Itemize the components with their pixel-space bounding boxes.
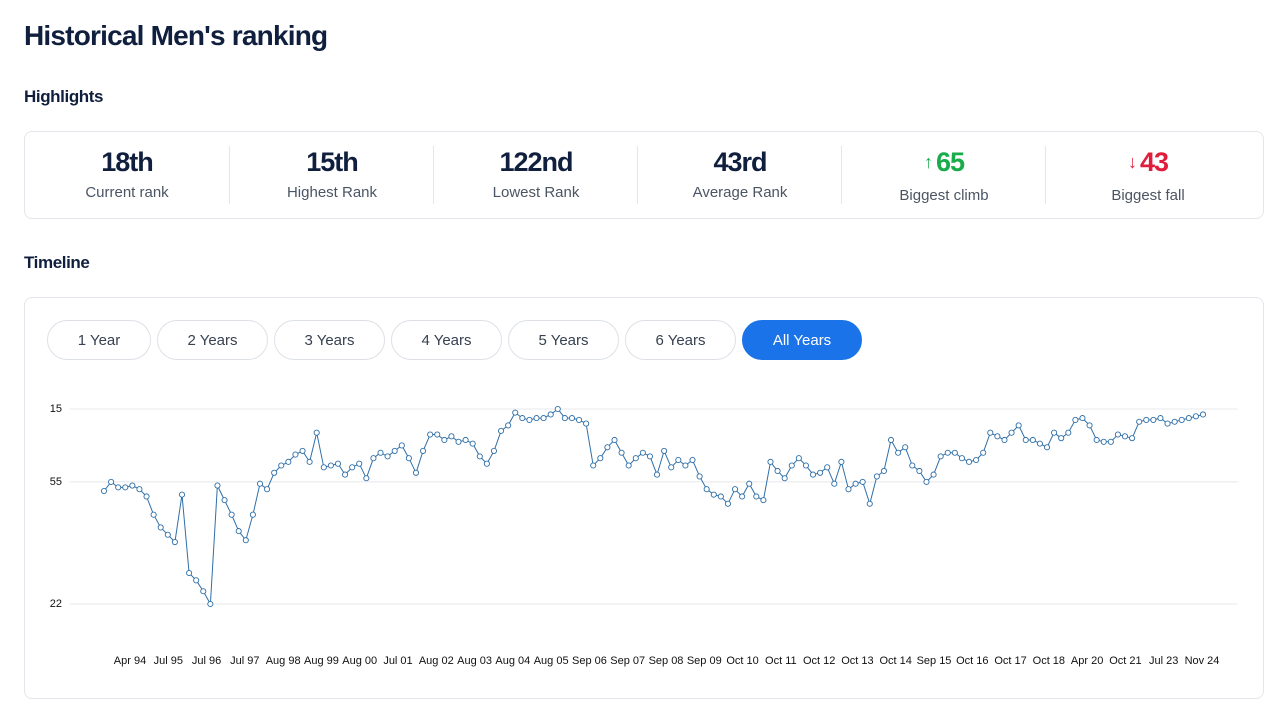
range-button[interactable]: 1 Year (47, 320, 151, 360)
section-title: Timeline (24, 253, 90, 272)
range-button[interactable]: 4 Years (391, 320, 502, 360)
highlight-label: Biggest climb (899, 187, 989, 204)
highlight-value-text: 43rd (713, 147, 767, 177)
highlight-label: Biggest fall (1111, 187, 1185, 204)
highlight-value-text: 43 (1139, 147, 1169, 177)
range-button[interactable]: 3 Years (274, 320, 385, 360)
highlight: ↓ 43 Biggest fall (1045, 146, 1250, 204)
highlight-value-text: 65 (935, 147, 965, 177)
range-button[interactable]: 5 Years (508, 320, 619, 360)
highlight-value: ↓ 43 (1046, 146, 1250, 181)
highlight-label: Current rank (85, 184, 169, 201)
highlight: 43rd Average Rank (637, 146, 842, 204)
range-button[interactable]: 6 Years (625, 320, 736, 360)
highlight: ↑ 65 Biggest climb (841, 146, 1046, 204)
highlight: 18th Current rank (25, 146, 229, 204)
highlights-card: 18th Current rank 15th Highest Rank 122nd Low… (24, 131, 1264, 219)
highlight-value: 18th (25, 146, 229, 178)
highlight-label: Highest Rank (286, 184, 378, 201)
highlight-value: ↑ 65 (842, 146, 1046, 181)
trend-arrow: ↑ (923, 152, 933, 172)
section-title: Highlights (24, 87, 104, 106)
highlight-label: Lowest Rank (492, 184, 580, 201)
highlight-value: 43rd (638, 146, 842, 178)
range-button[interactable]: 2 Years (157, 320, 268, 360)
highlight-value-text: 122nd (499, 147, 573, 177)
highlight-value-text: 18th (101, 147, 154, 177)
range-button[interactable]: All Years (742, 320, 862, 360)
highlight-value: 15th (230, 146, 434, 178)
highlight-value: 122nd (434, 146, 638, 178)
timeline-card: 1 Year 2 Years 3 Years 4 Years 5 Years 6 Year… (24, 297, 1264, 699)
page-title: Historical Men's ranking (24, 20, 328, 51)
trend-arrow: ↓ (1127, 152, 1137, 172)
highlight-value-text: 15th (306, 147, 359, 177)
highlight-label: Average Rank (692, 184, 788, 201)
highlight: 15th Highest Rank (229, 146, 434, 204)
highlight: 122nd Lowest Rank (433, 146, 638, 204)
